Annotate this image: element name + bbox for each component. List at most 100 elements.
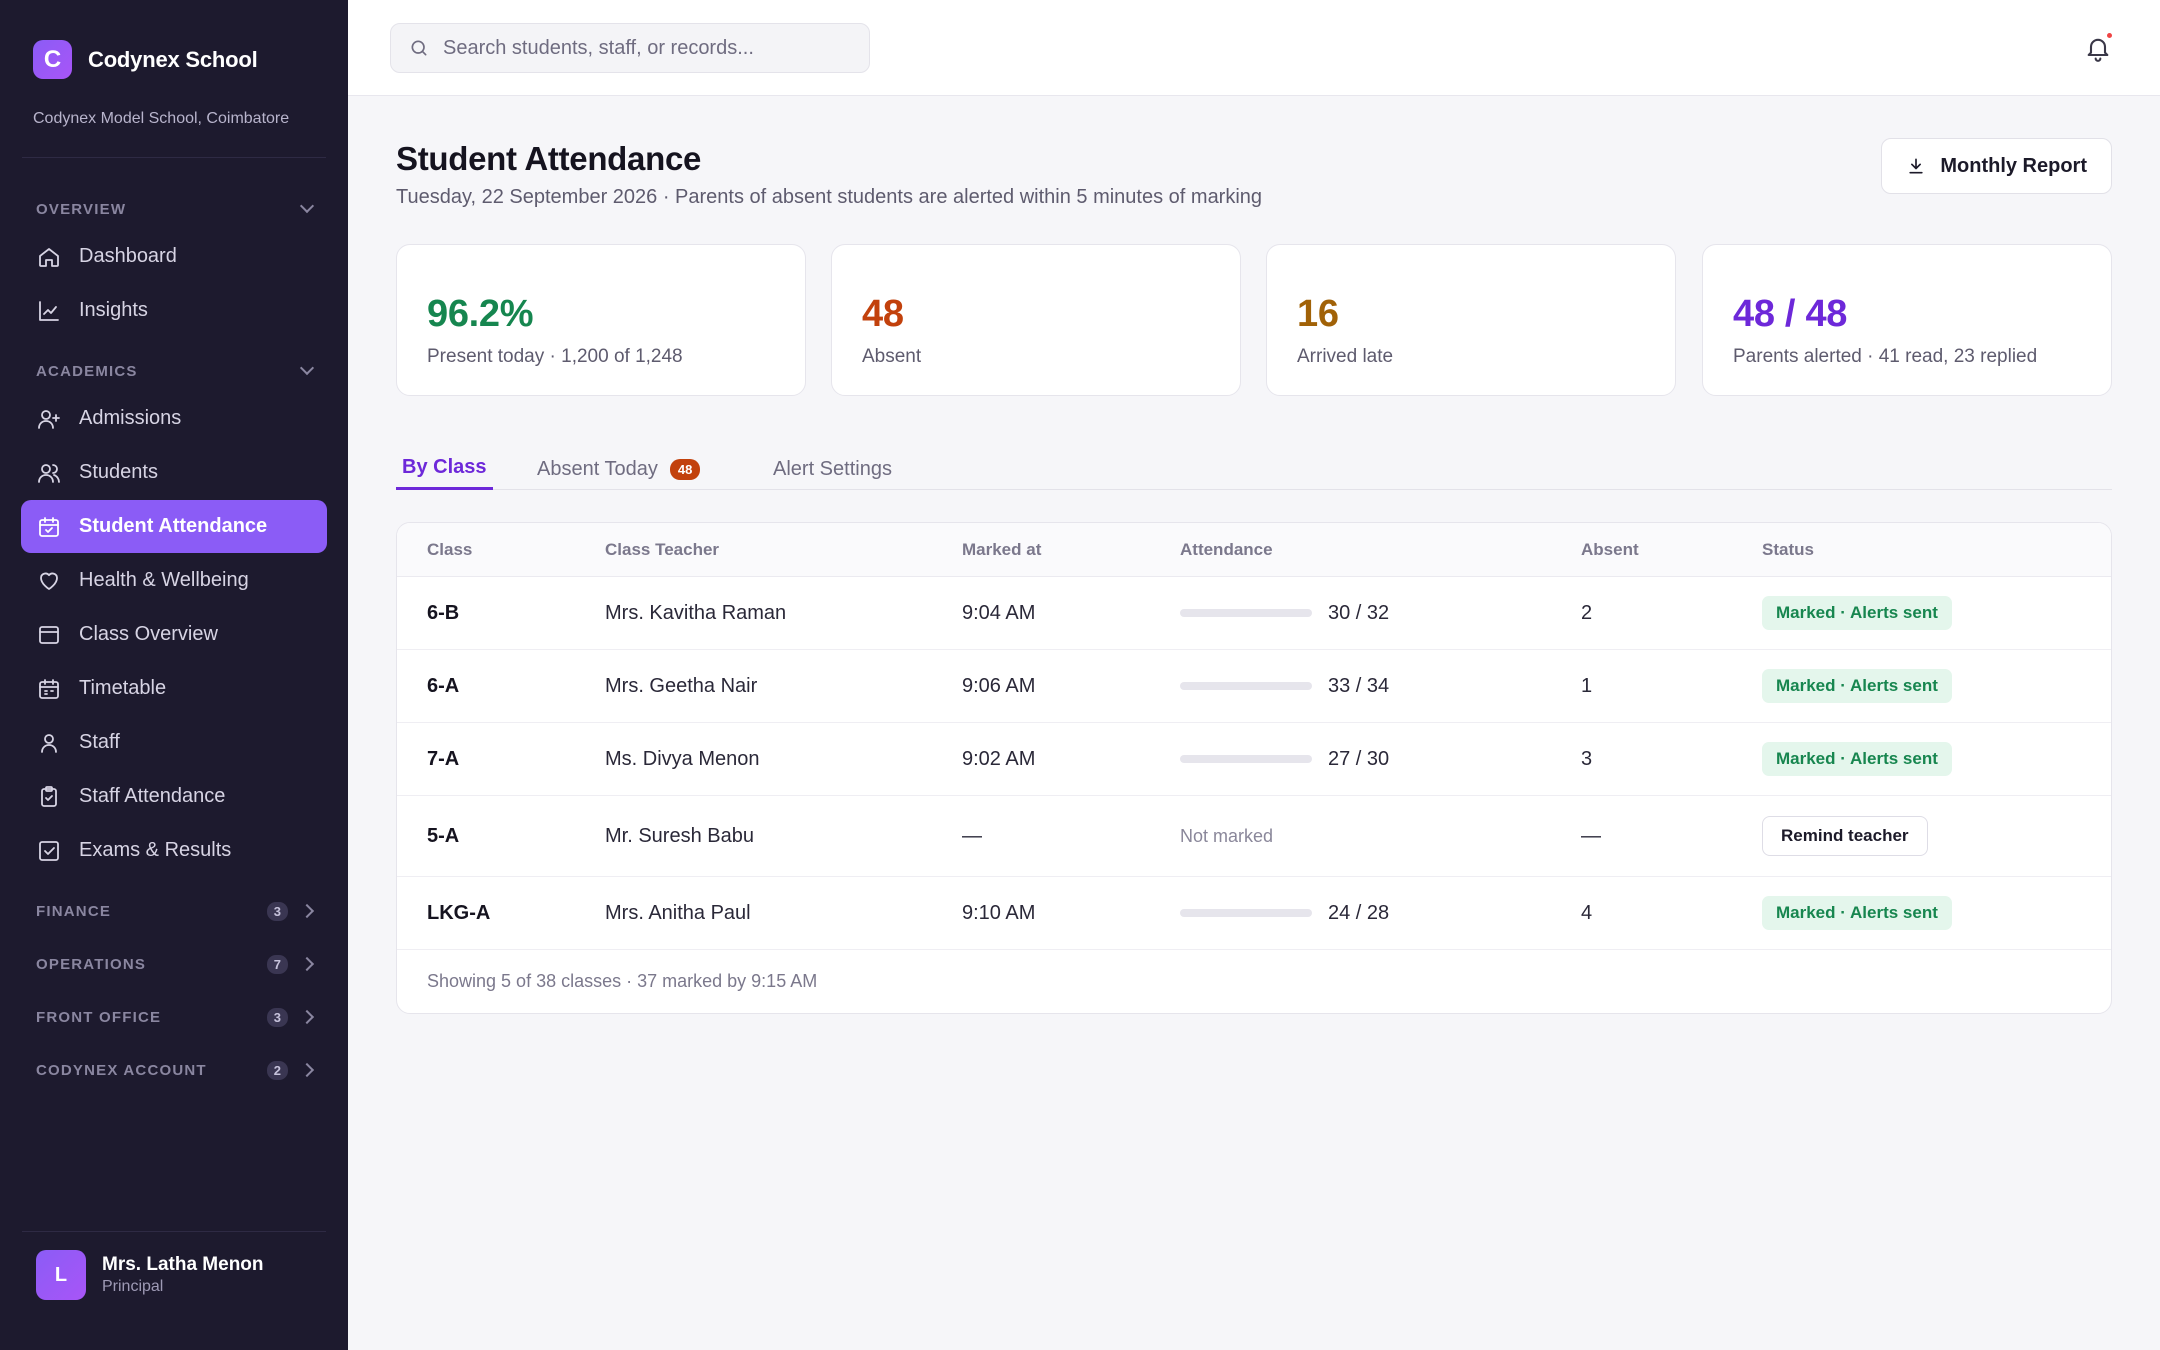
notification-dot	[2105, 31, 2114, 40]
status-badge: Marked · Alerts sent	[1762, 596, 1952, 630]
sidebar-item-dashboard[interactable]: Dashboard	[21, 230, 327, 283]
not-marked-label: Not marked	[1180, 825, 1274, 846]
sidebar-item-insights[interactable]: Insights	[21, 284, 327, 337]
attendance-bar	[1180, 755, 1312, 763]
attendance-value: 33 / 34	[1328, 674, 1390, 697]
sidebar-item-label: Admissions	[79, 407, 182, 429]
monthly-report-label: Monthly Report	[1940, 154, 2087, 177]
marked-at-cell: 9:10 AM	[962, 901, 1036, 924]
group-label: FRONT OFFICE	[36, 1008, 162, 1026]
sidebar: C Codynex School Codynex Model School, C…	[0, 0, 348, 1350]
sidebar-divider	[22, 1231, 326, 1232]
attendance-bar	[1180, 682, 1312, 690]
attendance-value: 27 / 30	[1328, 747, 1390, 770]
sidebar-item-label: Insights	[79, 299, 148, 321]
sidebar-item-label: Staff	[79, 731, 120, 753]
absent-cell: 3	[1581, 747, 1593, 770]
search-icon	[411, 40, 427, 56]
checkbox-icon	[37, 839, 61, 863]
kpi-card-late: 16 Arrived late	[1266, 244, 1676, 396]
chart-line-icon	[37, 299, 61, 323]
class-cell: LKG-A	[427, 901, 491, 924]
attendance-cell: 33 / 34	[1180, 650, 1389, 722]
sidebar-item-students[interactable]: Students	[21, 446, 327, 499]
group-label: CODYNEX ACCOUNT	[36, 1061, 207, 1079]
sidebar-item-exams-results[interactable]: Exams & Results	[21, 824, 327, 877]
avatar: L	[36, 1250, 86, 1300]
kpi-label: Arrived late	[1297, 346, 1394, 367]
tab-alert-settings[interactable]: Alert Settings	[767, 448, 898, 490]
column-header: Absent	[1581, 540, 1639, 559]
search-box[interactable]	[390, 23, 870, 73]
marked-at-cell: 9:06 AM	[962, 674, 1036, 697]
kpi-card-parents-alerted: 48 / 48 Parents alerted · 41 read, 23 re…	[1702, 244, 2112, 396]
topbar	[348, 0, 2160, 96]
brand[interactable]: C Codynex School	[33, 40, 258, 79]
sidebar-item-staff[interactable]: Staff	[21, 716, 327, 769]
class-cell: 7-A	[427, 747, 460, 770]
sidebar-item-label: Dashboard	[79, 245, 177, 267]
user-profile[interactable]: L Mrs. Latha Menon Principal	[36, 1250, 264, 1300]
teacher-cell: Mrs. Kavitha Raman	[605, 601, 787, 624]
sidebar-item-timetable[interactable]: Timetable	[21, 662, 327, 715]
sidebar-item-health-wellbeing[interactable]: Health & Wellbeing	[21, 554, 327, 607]
nav-group-academics[interactable]: ACADEMICS	[36, 359, 315, 383]
tab-by-class[interactable]: By Class	[396, 448, 493, 490]
status-cell: Marked · Alerts sent	[1762, 577, 1952, 649]
search-input[interactable]	[443, 36, 843, 60]
kpi-label: Absent	[862, 346, 922, 367]
chevron-right-icon	[299, 956, 315, 972]
attendance-cell: 24 / 28	[1180, 877, 1389, 949]
remind-teacher-button[interactable]: Remind teacher	[1762, 816, 1928, 856]
table-row[interactable]: LKG-A Mrs. Anitha Paul 9:10 AM 24 / 28 4…	[397, 877, 2111, 950]
status-badge: Marked · Alerts sent	[1762, 669, 1952, 703]
chevron-right-icon	[299, 1062, 315, 1078]
sidebar-item-class-overview[interactable]: Class Overview	[21, 608, 327, 661]
sidebar-item-student-attendance[interactable]: Student Attendance	[21, 500, 327, 553]
nav-group-front-office[interactable]: FRONT OFFICE 3	[36, 1005, 315, 1029]
column-header: Status	[1762, 540, 1814, 559]
user-name: Mrs. Latha Menon	[102, 1254, 264, 1275]
tab-label: Absent Today	[537, 457, 658, 480]
column-header: Class	[427, 540, 473, 559]
tab-absent-today[interactable]: Absent Today 48	[531, 448, 706, 490]
absent-cell: 1	[1581, 674, 1593, 697]
attendance-cell: Not marked	[1180, 796, 1273, 876]
sidebar-item-admissions[interactable]: Admissions	[21, 392, 327, 445]
table-row[interactable]: 6-A Mrs. Geetha Nair 9:06 AM 33 / 34 1 M…	[397, 650, 2111, 723]
kpi-card-absent: 48 Absent	[831, 244, 1241, 396]
notifications-button[interactable]	[2084, 31, 2114, 62]
kpi-value: 48 / 48	[1733, 293, 1848, 335]
class-cell: 6-A	[427, 674, 460, 697]
nav-group-codynex-account[interactable]: CODYNEX ACCOUNT 2	[36, 1058, 315, 1082]
marked-at-cell: 9:04 AM	[962, 601, 1036, 624]
sidebar-item-label: Timetable	[79, 677, 167, 699]
status-cell: Marked · Alerts sent	[1762, 877, 1952, 949]
group-label: OPERATIONS	[36, 955, 147, 973]
table-row[interactable]: 6-B Mrs. Kavitha Raman 9:04 AM 30 / 32 2…	[397, 577, 2111, 650]
home-icon	[37, 245, 61, 269]
nav-group-finance[interactable]: FINANCE 3	[36, 899, 315, 923]
monthly-report-button[interactable]: Monthly Report	[1881, 138, 2112, 194]
teacher-cell: Ms. Divya Menon	[605, 747, 760, 770]
brand-logo: C	[33, 40, 72, 79]
tab-label: By Class	[402, 456, 487, 478]
calendar-icon	[37, 677, 61, 701]
table-row[interactable]: 7-A Ms. Divya Menon 9:02 AM 27 / 30 3 Ma…	[397, 723, 2111, 796]
nav-group-operations[interactable]: OPERATIONS 7	[36, 952, 315, 976]
column-header: Marked at	[962, 540, 1042, 559]
kpi-card-present: 96.2% Present today · 1,200 of 1,248	[396, 244, 806, 396]
teacher-cell: Mrs. Geetha Nair	[605, 674, 758, 697]
kpi-label: Present today · 1,200 of 1,248	[427, 346, 683, 367]
marked-at-cell: 9:02 AM	[962, 747, 1036, 770]
attendance-value: 24 / 28	[1328, 901, 1390, 924]
nav-group-overview[interactable]: OVERVIEW	[36, 197, 315, 221]
group-label: FINANCE	[36, 902, 112, 920]
group-label: ACADEMICS	[36, 362, 138, 380]
sidebar-divider	[22, 157, 326, 158]
status-badge: Marked · Alerts sent	[1762, 896, 1952, 930]
sidebar-item-staff-attendance[interactable]: Staff Attendance	[21, 770, 327, 823]
tab-label: Alert Settings	[773, 457, 892, 480]
table-row[interactable]: 5-A Mr. Suresh Babu — Not marked — Remin…	[397, 796, 2111, 877]
sidebar-item-label: Health & Wellbeing	[79, 569, 249, 591]
